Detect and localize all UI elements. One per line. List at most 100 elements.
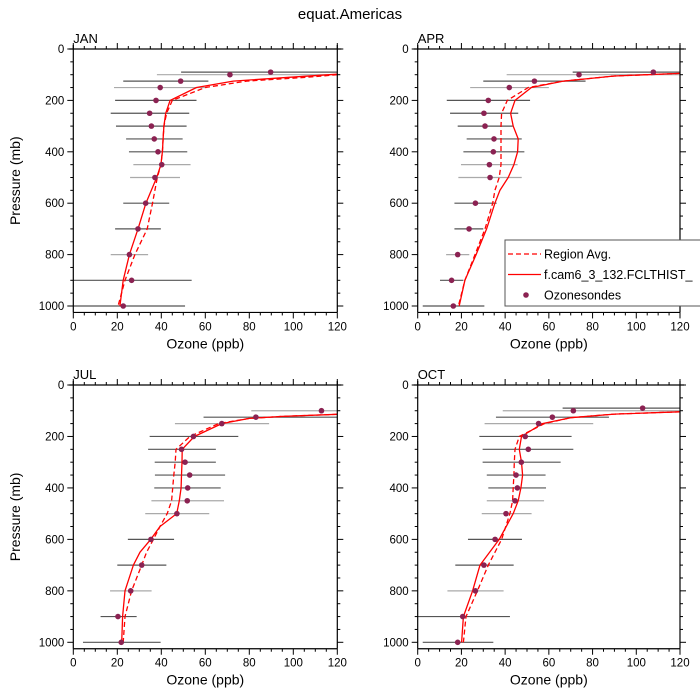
ozonesonde-point [135, 226, 141, 232]
axes [413, 381, 684, 650]
y-tick-label: 1000 [383, 637, 409, 649]
x-tick-label: 100 [627, 321, 646, 333]
ozonesonde-point [549, 414, 556, 420]
ozonesonde-point [531, 78, 538, 84]
x-tick-label: 20 [455, 321, 468, 333]
ozonesonde-point [267, 69, 274, 75]
ozonesonde-point [525, 446, 532, 453]
ozonesonde-markers [115, 407, 325, 646]
x-tick-label: 120 [670, 658, 689, 670]
x-tick-label: 80 [586, 321, 599, 333]
y-axis-label: Pressure (mb) [7, 473, 23, 562]
figure-title: equat.Americas [298, 6, 402, 23]
y-tick-label: 0 [402, 380, 408, 392]
ozonesonde-point [148, 536, 154, 543]
ozonesonde-point [472, 588, 479, 594]
ozonesonde-point [650, 69, 657, 75]
x-tick-label: 120 [328, 321, 347, 333]
ozonesonde-point [481, 110, 487, 117]
x-tick-label: 40 [499, 658, 512, 670]
y-tick-label: 0 [58, 44, 64, 56]
ozonesonde-point [639, 405, 646, 411]
errorbars [73, 71, 338, 307]
region-avg-line [462, 411, 680, 643]
x-tick-label: 0 [414, 658, 420, 670]
ozonesonde-point [115, 613, 121, 620]
x-axis-label: Ozone (ppb) [166, 672, 244, 688]
x-tick-label: 60 [199, 321, 212, 333]
y-tick-label: 800 [390, 250, 409, 262]
x-tick-label: 40 [499, 321, 512, 333]
x-tick-label: 100 [627, 658, 646, 670]
y-tick-label: 0 [58, 380, 64, 392]
ozonesonde-point [486, 161, 493, 168]
x-tick-label: 20 [111, 321, 124, 333]
x-axis-label: Ozone (ppb) [510, 335, 588, 351]
y-tick-label: 600 [390, 198, 409, 210]
region-avg-line [115, 74, 338, 307]
y-tick-label: 1000 [39, 637, 65, 649]
y-tick-label: 400 [390, 147, 409, 159]
axes [69, 45, 342, 314]
x-tick-label: 0 [70, 658, 76, 670]
x-tick-label: 40 [155, 321, 168, 333]
model-line [460, 411, 680, 643]
ozonesonde-point [182, 459, 188, 465]
ozonesonde-point [153, 97, 159, 104]
x-axis-label: Ozone (ppb) [510, 672, 588, 688]
ozonesonde-point [318, 407, 325, 414]
ozonesonde-point [138, 562, 145, 568]
ozonesonde-markers [448, 69, 657, 309]
ozonesonde-point [512, 497, 518, 504]
ozonesonde-point [459, 613, 466, 620]
ozonesonde-point [491, 136, 497, 142]
y-tick-label: 600 [45, 198, 64, 210]
panel-label: JAN [73, 31, 98, 46]
ozonesonde-point [152, 174, 158, 181]
x-tick-label: 80 [243, 658, 256, 670]
ozonesonde-point [184, 497, 191, 504]
ozonesonde-point [178, 446, 185, 453]
ozonesonde-point [146, 110, 153, 117]
x-axis-label: Ozone (ppb) [166, 335, 244, 351]
errorbars [82, 410, 338, 643]
ozonesonde-point [227, 71, 233, 78]
legend: Region Avg. f.cam6_3_132.FCLTHIST_ Ozoneso… [504, 239, 700, 307]
ozonesonde-point [174, 510, 180, 517]
ozonesonde-point [186, 472, 193, 478]
panel-label: JUL [73, 367, 96, 382]
y-tick-label: 400 [45, 483, 64, 495]
y-tick-label: 800 [45, 250, 64, 262]
x-tick-label: 60 [199, 658, 212, 670]
x-tick-label: 20 [111, 658, 124, 670]
x-tick-label: 0 [70, 321, 76, 333]
panel-label: APR [418, 31, 445, 46]
y-axis-label: Pressure (mb) [7, 136, 23, 225]
legend-entry-label: Ozonesondes [544, 289, 621, 303]
y-tick-label: 1000 [39, 301, 65, 313]
y-tick-label: 0 [402, 44, 408, 56]
ozonesonde-point [535, 420, 542, 427]
ozonesonde-point [190, 433, 197, 440]
ozonesonde-point [503, 510, 509, 517]
ozonesonde-point [120, 303, 127, 309]
panel-jan: JAN 0 20 40 60 80 100 120 0 200 400 600 800 1000 Ozone… [7, 31, 347, 351]
ozonesonde-point [184, 485, 191, 491]
ozonesonde-point [576, 71, 582, 78]
y-tick-label: 200 [390, 95, 409, 107]
ozonesonde-point [219, 420, 225, 427]
ozonesonde-point [142, 200, 149, 206]
ozonesonde-point [487, 174, 493, 181]
ozonesonde-point [127, 588, 134, 594]
model-line [458, 72, 680, 307]
x-tick-label: 40 [155, 658, 168, 670]
x-tick-label: 80 [586, 658, 599, 670]
panel-jul: JUL 0 20 40 60 80 100 120 0 200 400 600 800 1000 Ozone… [7, 367, 347, 688]
ozonesonde-point [157, 84, 163, 91]
errorbars [417, 407, 680, 643]
x-tick-label: 80 [243, 321, 256, 333]
ozonesonde-point [177, 78, 184, 84]
x-tick-label: 60 [542, 658, 555, 670]
legend-entry-label: Region Avg. [544, 248, 611, 262]
